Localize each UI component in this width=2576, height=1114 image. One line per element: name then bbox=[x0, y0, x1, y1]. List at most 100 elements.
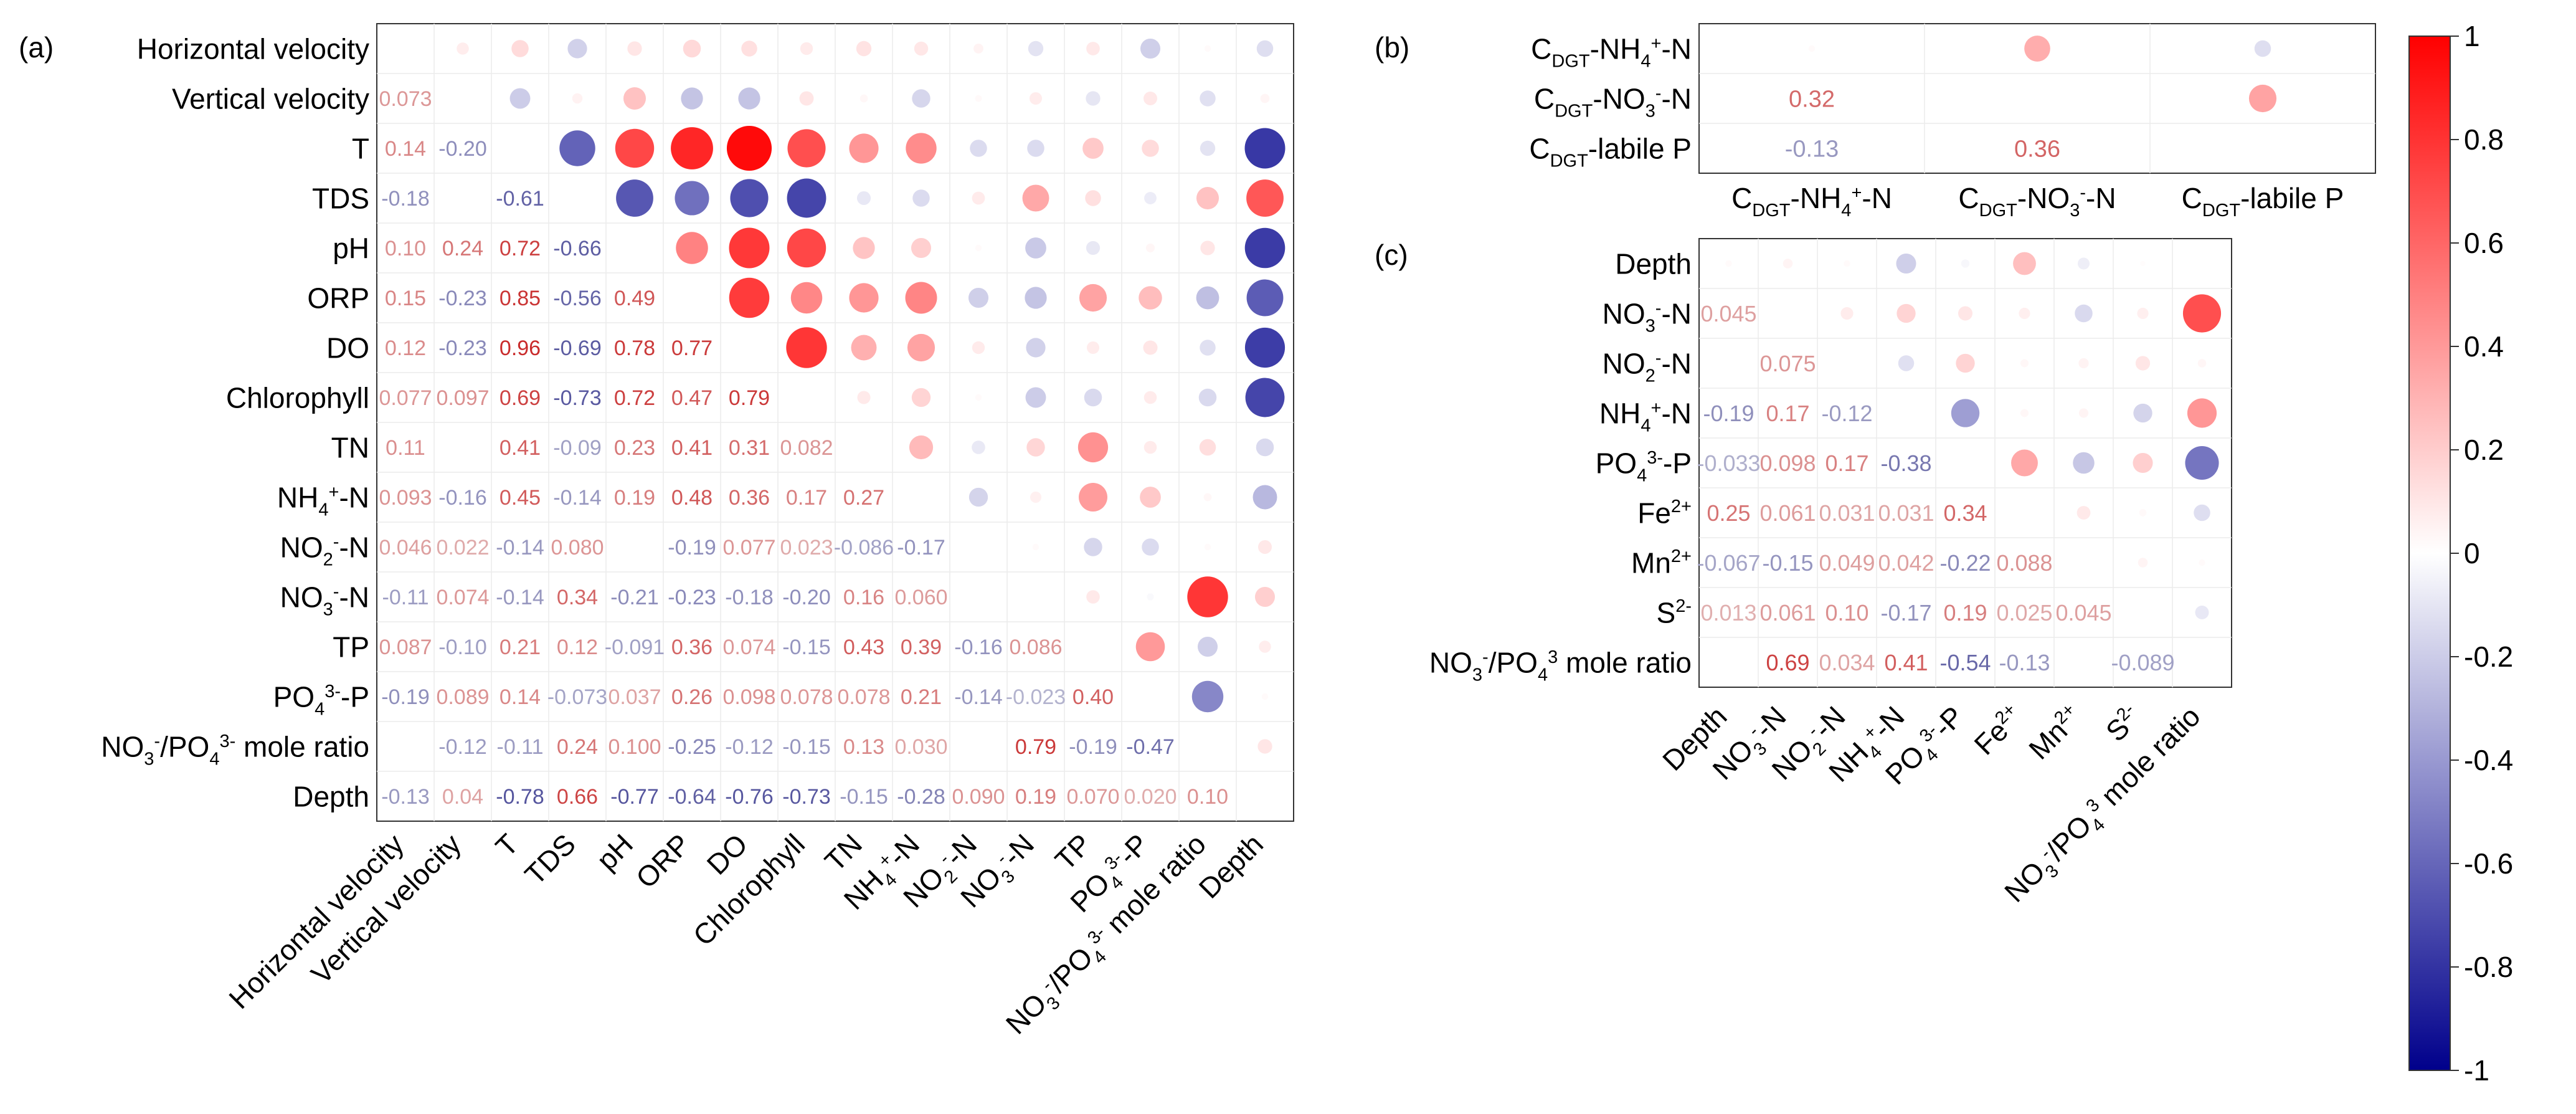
corr-value: -0.28 bbox=[897, 785, 945, 809]
corr-circle-NO3--N-Mn2+ bbox=[2075, 304, 2093, 323]
corr-value: 0.40 bbox=[1073, 685, 1114, 709]
corr-value: -0.15 bbox=[782, 735, 831, 759]
corr-value: -0.19 bbox=[1069, 735, 1117, 759]
row-label: S2-​ bbox=[1657, 596, 1692, 629]
corr-value: 0.082 bbox=[780, 436, 833, 460]
corr-value: 0.21 bbox=[500, 636, 541, 659]
row-label: NO3-​-N bbox=[280, 581, 369, 620]
corr-value: -0.47 bbox=[1126, 735, 1175, 759]
corr-value: 0.089 bbox=[436, 685, 489, 709]
corr-value: -0.16 bbox=[954, 636, 1003, 659]
row-label: DO bbox=[326, 332, 369, 364]
corr-value: 0.04 bbox=[442, 785, 483, 809]
corr-circle-Vertical velocity-NH4+-N bbox=[912, 89, 930, 108]
corr-circle-ORP-NH4+-N bbox=[905, 282, 937, 314]
corr-value: 0.078 bbox=[780, 685, 833, 709]
corr-value: 0.49 bbox=[614, 287, 655, 310]
corr-circle-ORP-NO2--N bbox=[968, 287, 989, 308]
corr-value: -0.10 bbox=[438, 636, 487, 659]
corr-value: 0.41 bbox=[1884, 650, 1928, 675]
corr-circle-TN-Depth bbox=[1256, 438, 1274, 457]
corr-circle-NH4+-N-PO43--P bbox=[1140, 487, 1161, 508]
corr-value: 0.045 bbox=[2055, 600, 2111, 626]
row-label: PO43-​-P bbox=[273, 681, 369, 720]
corr-circle-T-NO2--N bbox=[970, 140, 987, 157]
corr-value: -0.18 bbox=[725, 586, 774, 609]
corr-value: -0.14 bbox=[954, 685, 1003, 709]
corr-circle-TDS-TN bbox=[856, 191, 871, 206]
corr-value: 0.24 bbox=[442, 237, 483, 260]
column-label: ORP bbox=[630, 827, 696, 894]
corr-value: 0.030 bbox=[894, 735, 947, 759]
corr-value: 0.19 bbox=[1015, 785, 1056, 809]
corr-value: -0.13 bbox=[381, 785, 430, 809]
corr-value: 0.72 bbox=[614, 386, 655, 410]
corr-circle-NH4+-N-NO3-/PO43 mole ratio bbox=[2187, 398, 2217, 428]
corr-circle-Mn2+-S2- bbox=[2138, 558, 2148, 568]
corr-circle-Horizontal velocity-TDS bbox=[567, 39, 587, 59]
corr-value: -0.56 bbox=[553, 287, 602, 310]
corr-circle-TDS-ORP bbox=[675, 181, 709, 216]
corr-circle-Horizontal velocity-ORP bbox=[683, 39, 701, 58]
corr-circle-Depth-NH4+-N bbox=[1896, 253, 1916, 274]
corr-value: 0.061 bbox=[1759, 500, 1816, 526]
corr-circle-TN-TP bbox=[1077, 432, 1109, 463]
colorbar-tick-label: 0 bbox=[2464, 537, 2480, 569]
corr-value: -0.66 bbox=[553, 237, 602, 260]
corr-value: 0.031 bbox=[1819, 500, 1875, 526]
corr-value: 0.13 bbox=[843, 735, 884, 759]
corr-value: -0.023 bbox=[1006, 685, 1066, 709]
corr-value: 0.14 bbox=[500, 685, 541, 709]
corr-value: 0.36 bbox=[671, 636, 713, 659]
corr-value: -0.23 bbox=[668, 586, 716, 609]
corr-value: -0.19 bbox=[381, 685, 430, 709]
corr-circle-NO2--N-Depth bbox=[1257, 540, 1272, 555]
corr-circle-ORP-NO3-/PO43- mole ratio bbox=[1196, 286, 1219, 310]
corr-value: 0.097 bbox=[436, 386, 489, 410]
corr-value: -0.69 bbox=[553, 336, 602, 360]
corr-circle-PO43--P-Fe2+ bbox=[2011, 449, 2038, 477]
corr-circle-TDS-PO43--P bbox=[1144, 192, 1157, 204]
corr-value: 0.25 bbox=[1707, 500, 1750, 526]
corr-value: -0.091 bbox=[605, 636, 665, 659]
corr-circle-Vertical velocity-DO bbox=[738, 87, 760, 110]
corr-value: 0.66 bbox=[557, 785, 598, 809]
corr-circle-Vertical velocity-NO3--N bbox=[1029, 92, 1043, 105]
row-label: Horizontal velocity bbox=[137, 33, 369, 65]
corr-circle-NH4+-N-NO3-/PO43- mole ratio bbox=[1203, 493, 1212, 502]
panel-b: 0.32 -0.13 0.36 CDGT​-NH4+​-N CDGT​-NO3-​-N C… bbox=[1375, 23, 2376, 221]
corr-value: 0.031 bbox=[1878, 500, 1934, 526]
corr-circle-NO2--N-S2- bbox=[2135, 356, 2151, 371]
column-label: Mn2+​ bbox=[2022, 700, 2088, 766]
column-label: Depth bbox=[1193, 827, 1270, 905]
corr-value: 0.088 bbox=[1996, 550, 2052, 576]
corr-circle-Horizontal velocity-Chlorophyll bbox=[800, 42, 813, 55]
corr-circle-Fe2+-S2- bbox=[2139, 509, 2147, 517]
row-label: NH4+​-N bbox=[1599, 398, 1692, 436]
corr-circle-NH4+-N-PO43--P bbox=[1951, 399, 1980, 427]
corr-value: 0.013 bbox=[1700, 600, 1756, 626]
corr-value: -0.19 bbox=[1703, 401, 1754, 426]
corr-value: 0.69 bbox=[500, 386, 541, 410]
corr-circle-NH4+-N-TP bbox=[1079, 483, 1107, 512]
corr-value: 0.070 bbox=[1066, 785, 1119, 809]
corr-circle-PO43--P-Depth bbox=[1261, 693, 1269, 700]
corr-circle-DO-Depth bbox=[1244, 327, 1286, 368]
corr-value: 0.19 bbox=[614, 486, 655, 510]
corr-value: 0.034 bbox=[1819, 650, 1875, 675]
corr-value: -0.54 bbox=[1939, 650, 1991, 675]
corr-value: 0.098 bbox=[722, 685, 775, 709]
corr-circle-TP-Depth bbox=[1259, 640, 1271, 653]
corr-circle-Depth-S2- bbox=[2140, 260, 2146, 267]
corr-circle-NO3--N-PO43--P bbox=[1958, 306, 1973, 321]
corr-value: -0.14 bbox=[553, 486, 602, 510]
corr-circle-Fe2+-NO3-/PO43 mole ratio bbox=[2194, 504, 2210, 521]
corr-circle-Chlorophyll-NH4+-N bbox=[911, 388, 931, 407]
colorbar-bar bbox=[2408, 36, 2451, 1071]
corr-circle-NO3--N-TP bbox=[1086, 590, 1100, 604]
corr-value: 0.24 bbox=[557, 735, 598, 759]
corr-circle-NO2--N-PO43--P bbox=[1142, 538, 1159, 556]
row-label: T bbox=[352, 133, 369, 165]
corr-circle-pH-NO3-/PO43- mole ratio bbox=[1200, 240, 1215, 255]
corr-value: 0.79 bbox=[1015, 735, 1056, 759]
